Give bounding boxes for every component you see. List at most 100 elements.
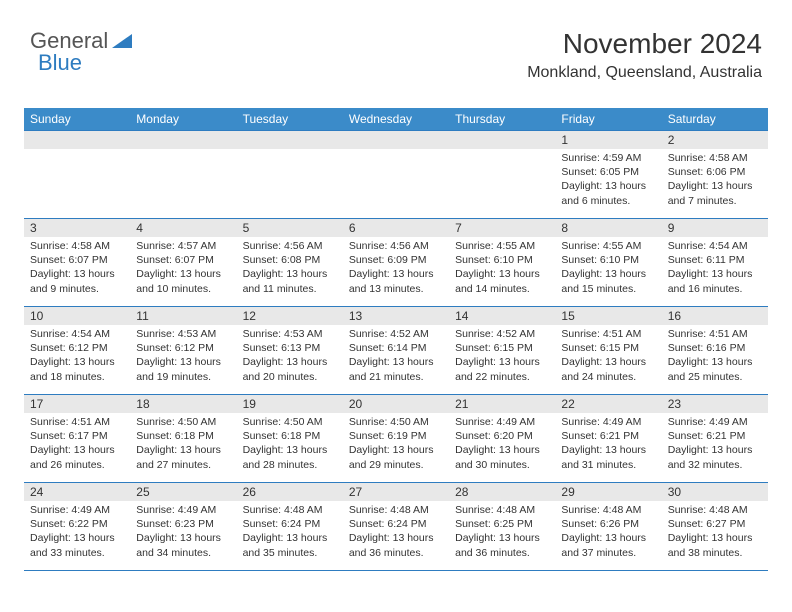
day-number: 28 — [449, 483, 555, 501]
calendar-day-cell: 18Sunrise: 4:50 AMSunset: 6:18 PMDayligh… — [130, 395, 236, 483]
day-details: Sunrise: 4:58 AMSunset: 6:06 PMDaylight:… — [662, 149, 768, 212]
calendar-day-cell: 27Sunrise: 4:48 AMSunset: 6:24 PMDayligh… — [343, 483, 449, 571]
day-number: 2 — [662, 131, 768, 149]
day-details: Sunrise: 4:49 AMSunset: 6:22 PMDaylight:… — [24, 501, 130, 564]
day-number: 29 — [555, 483, 661, 501]
weekday-header: Saturday — [662, 108, 768, 131]
day-number: 8 — [555, 219, 661, 237]
day-number: 11 — [130, 307, 236, 325]
calendar-day-cell — [449, 131, 555, 219]
calendar-day-cell: 30Sunrise: 4:48 AMSunset: 6:27 PMDayligh… — [662, 483, 768, 571]
weekday-header: Monday — [130, 108, 236, 131]
day-details: Sunrise: 4:50 AMSunset: 6:18 PMDaylight:… — [130, 413, 236, 476]
day-number: 18 — [130, 395, 236, 413]
day-details: Sunrise: 4:49 AMSunset: 6:21 PMDaylight:… — [662, 413, 768, 476]
day-number: 16 — [662, 307, 768, 325]
day-number: 26 — [237, 483, 343, 501]
day-details: Sunrise: 4:53 AMSunset: 6:13 PMDaylight:… — [237, 325, 343, 388]
weekday-header: Wednesday — [343, 108, 449, 131]
calendar-day-cell: 26Sunrise: 4:48 AMSunset: 6:24 PMDayligh… — [237, 483, 343, 571]
day-details: Sunrise: 4:48 AMSunset: 6:24 PMDaylight:… — [237, 501, 343, 564]
day-details: Sunrise: 4:52 AMSunset: 6:15 PMDaylight:… — [449, 325, 555, 388]
header-right: November 2024 Monkland, Queensland, Aust… — [527, 28, 762, 82]
calendar-day-cell: 19Sunrise: 4:50 AMSunset: 6:18 PMDayligh… — [237, 395, 343, 483]
calendar-day-cell: 4Sunrise: 4:57 AMSunset: 6:07 PMDaylight… — [130, 219, 236, 307]
day-number: 3 — [24, 219, 130, 237]
day-number: 7 — [449, 219, 555, 237]
calendar-day-cell: 22Sunrise: 4:49 AMSunset: 6:21 PMDayligh… — [555, 395, 661, 483]
calendar-day-cell: 10Sunrise: 4:54 AMSunset: 6:12 PMDayligh… — [24, 307, 130, 395]
calendar-day-cell: 17Sunrise: 4:51 AMSunset: 6:17 PMDayligh… — [24, 395, 130, 483]
day-details: Sunrise: 4:49 AMSunset: 6:21 PMDaylight:… — [555, 413, 661, 476]
day-number: 4 — [130, 219, 236, 237]
calendar-day-cell: 11Sunrise: 4:53 AMSunset: 6:12 PMDayligh… — [130, 307, 236, 395]
day-details — [130, 149, 236, 155]
day-details: Sunrise: 4:48 AMSunset: 6:25 PMDaylight:… — [449, 501, 555, 564]
calendar-week-row: 3Sunrise: 4:58 AMSunset: 6:07 PMDaylight… — [24, 219, 768, 307]
calendar-day-cell: 23Sunrise: 4:49 AMSunset: 6:21 PMDayligh… — [662, 395, 768, 483]
calendar-day-cell: 13Sunrise: 4:52 AMSunset: 6:14 PMDayligh… — [343, 307, 449, 395]
day-number — [130, 131, 236, 149]
day-details — [24, 149, 130, 155]
day-number: 20 — [343, 395, 449, 413]
day-details: Sunrise: 4:55 AMSunset: 6:10 PMDaylight:… — [449, 237, 555, 300]
day-number: 10 — [24, 307, 130, 325]
day-number: 17 — [24, 395, 130, 413]
calendar-day-cell: 25Sunrise: 4:49 AMSunset: 6:23 PMDayligh… — [130, 483, 236, 571]
calendar-day-cell: 24Sunrise: 4:49 AMSunset: 6:22 PMDayligh… — [24, 483, 130, 571]
calendar-day-cell: 15Sunrise: 4:51 AMSunset: 6:15 PMDayligh… — [555, 307, 661, 395]
day-number: 23 — [662, 395, 768, 413]
calendar-day-cell: 2Sunrise: 4:58 AMSunset: 6:06 PMDaylight… — [662, 131, 768, 219]
day-details: Sunrise: 4:57 AMSunset: 6:07 PMDaylight:… — [130, 237, 236, 300]
day-number: 13 — [343, 307, 449, 325]
day-details: Sunrise: 4:58 AMSunset: 6:07 PMDaylight:… — [24, 237, 130, 300]
location-text: Monkland, Queensland, Australia — [527, 64, 762, 82]
month-title: November 2024 — [527, 28, 762, 60]
day-number: 6 — [343, 219, 449, 237]
day-details: Sunrise: 4:54 AMSunset: 6:11 PMDaylight:… — [662, 237, 768, 300]
day-number: 14 — [449, 307, 555, 325]
day-details: Sunrise: 4:50 AMSunset: 6:18 PMDaylight:… — [237, 413, 343, 476]
day-details: Sunrise: 4:48 AMSunset: 6:24 PMDaylight:… — [343, 501, 449, 564]
calendar-day-cell: 9Sunrise: 4:54 AMSunset: 6:11 PMDaylight… — [662, 219, 768, 307]
calendar-week-row: 10Sunrise: 4:54 AMSunset: 6:12 PMDayligh… — [24, 307, 768, 395]
calendar-body: 1Sunrise: 4:59 AMSunset: 6:05 PMDaylight… — [24, 131, 768, 571]
day-number: 25 — [130, 483, 236, 501]
calendar-day-cell: 12Sunrise: 4:53 AMSunset: 6:13 PMDayligh… — [237, 307, 343, 395]
day-details: Sunrise: 4:49 AMSunset: 6:23 PMDaylight:… — [130, 501, 236, 564]
day-number — [24, 131, 130, 149]
weekday-header: Thursday — [449, 108, 555, 131]
calendar-day-cell: 16Sunrise: 4:51 AMSunset: 6:16 PMDayligh… — [662, 307, 768, 395]
day-details — [237, 149, 343, 155]
calendar-week-row: 1Sunrise: 4:59 AMSunset: 6:05 PMDaylight… — [24, 131, 768, 219]
day-details: Sunrise: 4:53 AMSunset: 6:12 PMDaylight:… — [130, 325, 236, 388]
day-details — [343, 149, 449, 155]
calendar-day-cell: 20Sunrise: 4:50 AMSunset: 6:19 PMDayligh… — [343, 395, 449, 483]
logo-triangle-icon — [112, 30, 132, 53]
day-details: Sunrise: 4:49 AMSunset: 6:20 PMDaylight:… — [449, 413, 555, 476]
day-details: Sunrise: 4:56 AMSunset: 6:08 PMDaylight:… — [237, 237, 343, 300]
day-number — [343, 131, 449, 149]
day-number: 5 — [237, 219, 343, 237]
calendar-week-row: 24Sunrise: 4:49 AMSunset: 6:22 PMDayligh… — [24, 483, 768, 571]
day-details: Sunrise: 4:51 AMSunset: 6:17 PMDaylight:… — [24, 413, 130, 476]
day-number — [237, 131, 343, 149]
calendar-table: SundayMondayTuesdayWednesdayThursdayFrid… — [24, 108, 768, 571]
day-number: 30 — [662, 483, 768, 501]
day-number: 9 — [662, 219, 768, 237]
weekday-header: Friday — [555, 108, 661, 131]
day-details: Sunrise: 4:48 AMSunset: 6:26 PMDaylight:… — [555, 501, 661, 564]
day-details: Sunrise: 4:54 AMSunset: 6:12 PMDaylight:… — [24, 325, 130, 388]
calendar-day-cell: 14Sunrise: 4:52 AMSunset: 6:15 PMDayligh… — [449, 307, 555, 395]
day-number: 27 — [343, 483, 449, 501]
calendar-day-cell: 3Sunrise: 4:58 AMSunset: 6:07 PMDaylight… — [24, 219, 130, 307]
calendar-day-cell: 7Sunrise: 4:55 AMSunset: 6:10 PMDaylight… — [449, 219, 555, 307]
calendar-day-cell: 1Sunrise: 4:59 AMSunset: 6:05 PMDaylight… — [555, 131, 661, 219]
day-number: 12 — [237, 307, 343, 325]
day-number: 21 — [449, 395, 555, 413]
day-details: Sunrise: 4:48 AMSunset: 6:27 PMDaylight:… — [662, 501, 768, 564]
calendar-day-cell: 21Sunrise: 4:49 AMSunset: 6:20 PMDayligh… — [449, 395, 555, 483]
calendar-day-cell: 6Sunrise: 4:56 AMSunset: 6:09 PMDaylight… — [343, 219, 449, 307]
day-details: Sunrise: 4:51 AMSunset: 6:15 PMDaylight:… — [555, 325, 661, 388]
logo-text-blue: Blue — [38, 50, 82, 75]
